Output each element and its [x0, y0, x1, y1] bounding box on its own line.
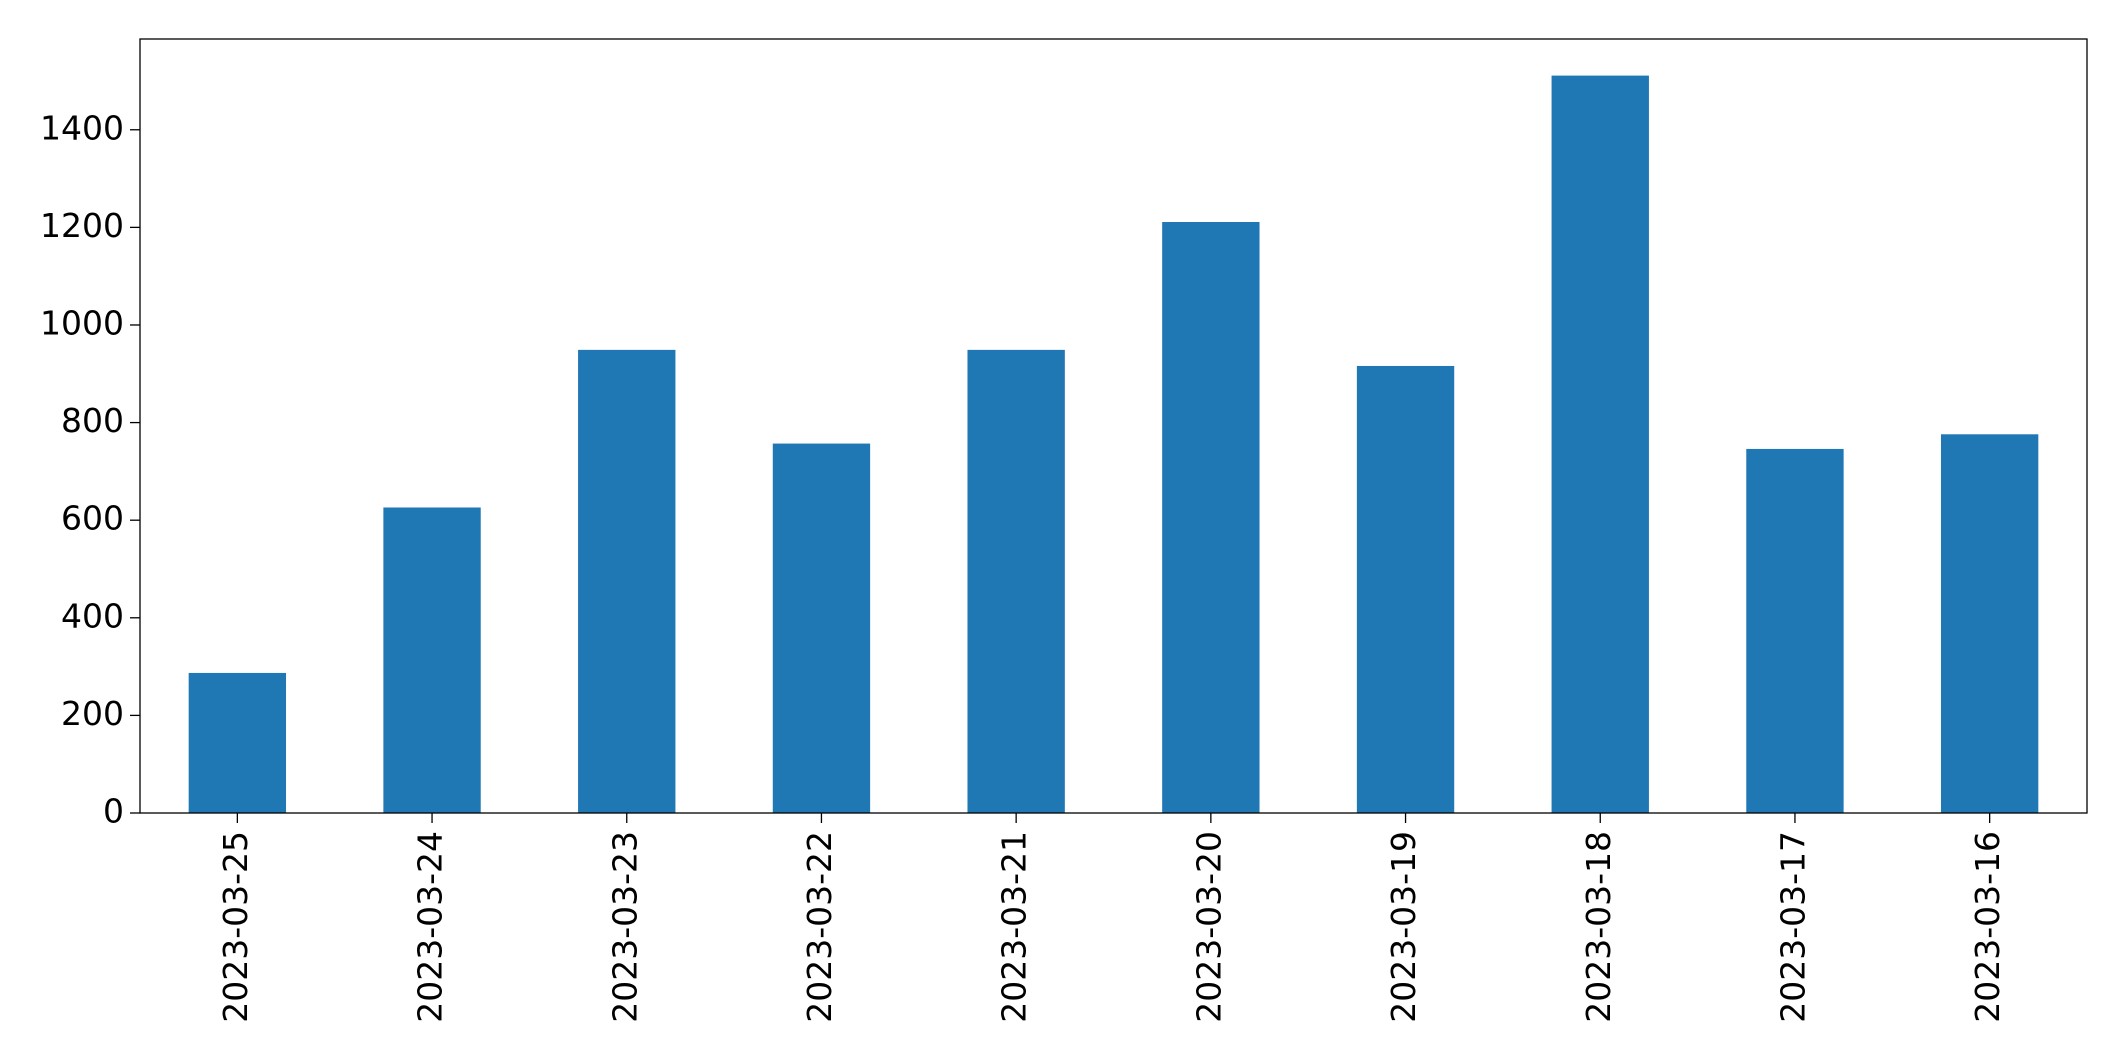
- bar: [383, 507, 481, 813]
- bar: [772, 443, 871, 813]
- x-tick-label: 2023-03-19: [1384, 831, 1423, 1023]
- x-tick-label: 2023-03-23: [605, 831, 644, 1023]
- y-tick-label: 800: [61, 401, 124, 440]
- x-tick-label: 2023-03-24: [411, 831, 450, 1023]
- y-tick-label: 0: [103, 792, 124, 831]
- y-tick-label: 400: [61, 596, 124, 635]
- y-tick-label: 1000: [40, 303, 124, 342]
- bar: [1162, 222, 1260, 813]
- bar: [1356, 365, 1455, 813]
- y-tick-label: 600: [61, 499, 124, 538]
- y-tick-label: 1400: [40, 108, 124, 147]
- x-tick-label: 2023-03-25: [216, 831, 255, 1023]
- bar: [1746, 448, 1844, 813]
- x-tick-label: 2023-03-21: [995, 831, 1034, 1023]
- plot-frame: [139, 38, 2088, 814]
- x-tick-label: 2023-03-20: [1189, 831, 1228, 1023]
- y-tick-label: 1200: [40, 206, 124, 245]
- bar: [1940, 434, 2039, 813]
- bar: [1551, 75, 1649, 814]
- y-tick-label: 200: [61, 694, 124, 733]
- x-tick-label: 2023-03-18: [1579, 831, 1618, 1023]
- bar: [578, 349, 676, 813]
- x-tick-label: 2023-03-22: [800, 831, 839, 1023]
- bar: [188, 672, 287, 813]
- bar: [967, 349, 1065, 813]
- x-tick-label: 2023-03-16: [1968, 831, 2007, 1023]
- x-tick-label: 2023-03-17: [1773, 831, 1812, 1023]
